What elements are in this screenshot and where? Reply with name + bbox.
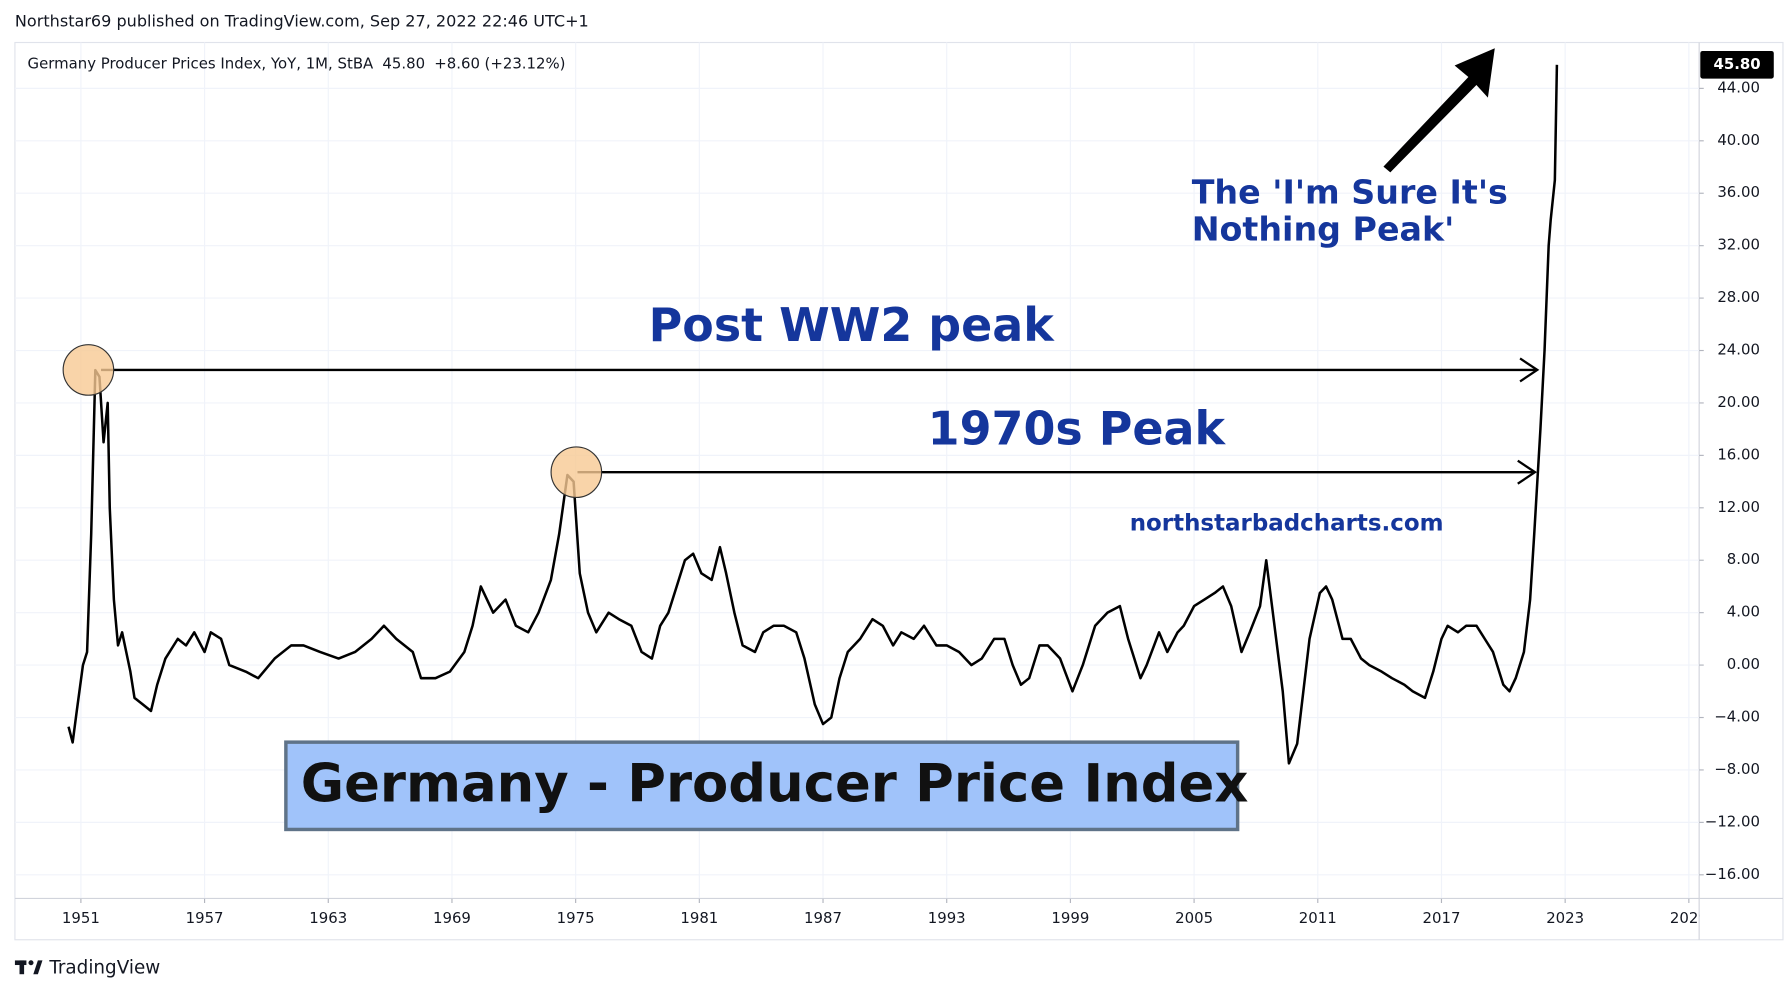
y-tick-label: 8.00 (1727, 550, 1760, 568)
series-line (67, 64, 1559, 765)
y-tick-label: −16.00 (1705, 865, 1760, 883)
x-tick-label: 1993 (928, 909, 966, 927)
highlight-circle (62, 344, 115, 396)
x-tick-label: 1981 (680, 909, 718, 927)
chart-frame (14, 41, 1784, 941)
y-tick-label: −12.00 (1705, 812, 1760, 830)
x-tick-label: 1987 (804, 909, 842, 927)
x-tick-label: 2023 (1546, 909, 1584, 927)
legend-change-pct: (+23.12%) (485, 54, 566, 72)
x-tick-label: 1957 (186, 909, 224, 927)
x-tick-label: 2017 (1423, 909, 1461, 927)
x-tick-label: 1963 (309, 909, 347, 927)
annotation: Nothing Peak' (1192, 209, 1455, 248)
y-tick-label: 12.00 (1717, 498, 1760, 516)
y-tick-label: −8.00 (1714, 760, 1760, 778)
price-tag (1700, 51, 1774, 79)
x-axis: 1951 1957 1963 1969 1975 1981 1987 1993 1999 2005… (62, 898, 1708, 927)
x-tick-label: 2029 (1670, 909, 1708, 927)
header: Northstar69 published on TradingView.com… (15, 11, 589, 30)
y-tick-label: 4.00 (1727, 603, 1760, 621)
y-tick-label: −4.00 (1714, 708, 1760, 726)
y-tick-label: 28.00 (1717, 288, 1760, 306)
legend-last: 45.80 (382, 54, 425, 72)
footer-logo (14, 960, 43, 975)
y-tick-label: 36.00 (1717, 183, 1760, 201)
big-arrow (1383, 48, 1495, 173)
legend: Germany Producer Prices Index, YoY, 1M, … (28, 54, 566, 72)
plot (67, 64, 1559, 765)
x-tick-label: 1969 (433, 909, 471, 927)
y-tick-label: 24.00 (1717, 341, 1760, 359)
y-axis: 44.00 40.00 36.00 32.00 28.00 24.00 20.00 16.00… (1699, 78, 1760, 883)
watermark: northstarbadcharts.com (1130, 510, 1444, 536)
x-tick-label: 1999 (1051, 909, 1089, 927)
banner-box (284, 740, 1240, 832)
legend-name: Germany Producer Prices Index, YoY, 1M, … (28, 54, 374, 72)
y-tick-label: 16.00 (1717, 445, 1760, 463)
highlight-circle (550, 446, 603, 499)
y-tick-label: 40.00 (1717, 131, 1760, 149)
x-tick-label: 2011 (1299, 909, 1337, 927)
x-tick-label: 1975 (557, 909, 595, 927)
legend-change: +8.60 (434, 54, 480, 72)
price-tag-label: 45.80 (1713, 55, 1760, 73)
annotation: 1970s Peak (928, 401, 1227, 455)
y-tick-label: 20.00 (1717, 393, 1760, 411)
arrow-head (1517, 459, 1538, 485)
annotation: The 'I'm Sure It's (1192, 173, 1508, 212)
footer: TradingView (48, 957, 160, 978)
banner-title: Germany - Producer Price Index (301, 754, 1249, 815)
x-tick-label: 1951 (62, 909, 100, 927)
annotation: Post WW2 peak (649, 298, 1056, 352)
y-tick-label: 0.00 (1727, 655, 1760, 673)
x-tick-label: 2005 (1175, 909, 1213, 927)
y-tick-label: 32.00 (1717, 236, 1760, 254)
arrow-head (1519, 357, 1540, 383)
y-tick-label: 44.00 (1717, 78, 1760, 96)
